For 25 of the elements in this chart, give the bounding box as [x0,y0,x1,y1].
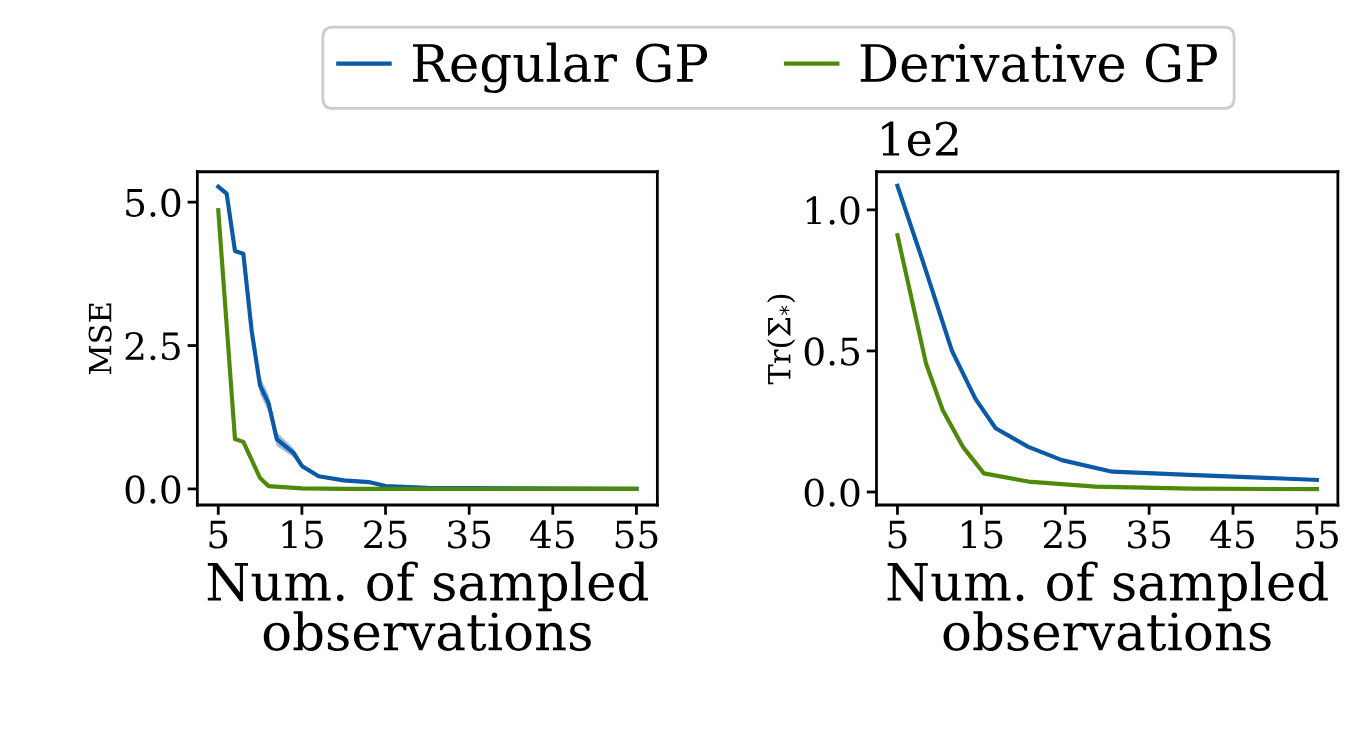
x-tick-label: 55 [1296,520,1338,549]
x-tick-label: 35 [448,520,491,549]
y-tick-label: 0.0 [125,475,181,504]
x-tick-label: 45 [1210,520,1254,549]
x-axis-title: Num. of sampled observations [887,561,1328,651]
x-tick-label: 25 [1043,520,1087,549]
y-axis-title: MSE [88,303,112,375]
x-tick-label: 15 [282,520,323,549]
y-tick-label: 5.0 [126,188,181,217]
y-tick-label: 0.0 [804,478,860,507]
y-tick-label: 1.0 [806,196,860,225]
y-axis-title: Tr(Σ$_{*}$) [767,294,796,385]
legend-label: Derivative GP [860,43,1217,83]
x-tick-label: 25 [364,520,407,549]
x-tick-label: 5 [888,520,907,549]
legend-label: Regular GP [413,42,708,94]
x-tick-label: 55 [615,520,658,549]
y-tick-label: 2.5 [125,331,180,361]
y-tick-label: 0.5 [804,337,860,366]
x-tick-label: 15 [962,520,1003,549]
x-axis-title: Num. of sampled observations [207,561,648,651]
x-tick-label: 35 [1128,520,1171,549]
text: 1e2 [882,121,958,157]
x-tick-label: 45 [530,520,574,549]
x-tick-label: 5 [209,520,228,549]
